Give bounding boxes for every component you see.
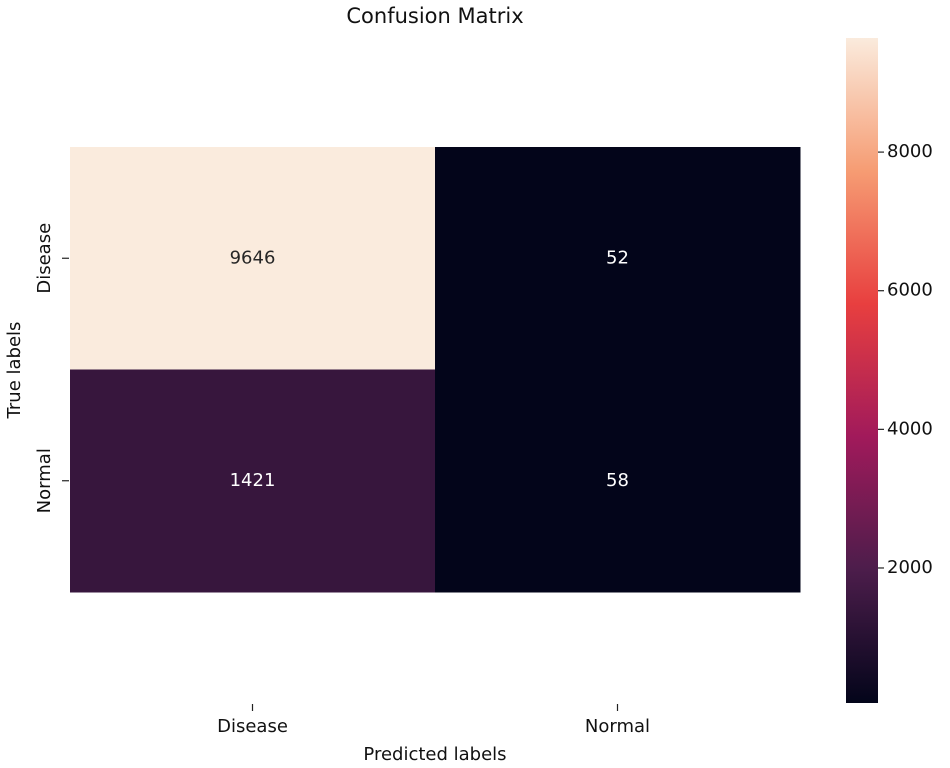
x-tick-label: Normal xyxy=(585,716,650,737)
chart-title: Confusion Matrix xyxy=(346,4,523,28)
heatmap-cell xyxy=(70,369,436,593)
cell-label: 58 xyxy=(606,470,629,491)
x-tick-label: Disease xyxy=(217,716,288,737)
y-tick-label: Normal xyxy=(34,448,55,513)
heatmap-cell xyxy=(435,369,801,593)
heatmap-cell xyxy=(70,147,436,370)
colorbar-tick-label: 4000 xyxy=(887,418,933,439)
heatmap-cell xyxy=(435,147,801,370)
colorbar xyxy=(846,38,878,703)
colorbar-tick-label: 8000 xyxy=(887,141,933,162)
colorbar-tick-label: 6000 xyxy=(887,280,933,301)
cell-label: 52 xyxy=(606,247,629,268)
colorbar-tick-label: 2000 xyxy=(887,557,933,578)
x-axis-label: Predicted labels xyxy=(363,744,506,765)
cell-label: 1421 xyxy=(230,470,276,491)
cell-label: 9646 xyxy=(230,247,276,268)
y-axis-label: True labels xyxy=(4,322,25,420)
y-tick-label: Disease xyxy=(34,223,55,294)
